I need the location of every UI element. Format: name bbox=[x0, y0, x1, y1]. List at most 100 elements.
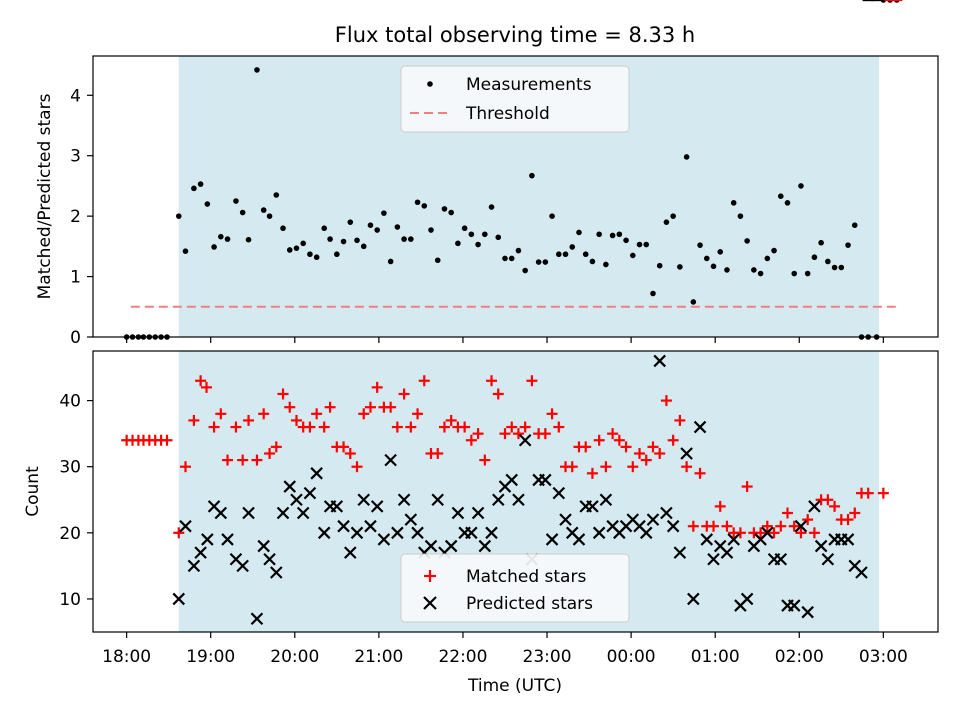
matched-star-point bbox=[290, 414, 302, 426]
y-tick-label: 10 bbox=[59, 590, 81, 610]
matched-star-point bbox=[391, 421, 403, 433]
matched-star-point bbox=[741, 481, 753, 493]
matched-star-point bbox=[654, 447, 666, 459]
matched-star-point bbox=[593, 434, 605, 446]
matched-star-point bbox=[539, 428, 551, 440]
predicted-star-point bbox=[855, 566, 868, 579]
matched-star-point bbox=[338, 441, 350, 453]
y-tick-label: 4 bbox=[70, 86, 81, 106]
predicted-star-point bbox=[491, 493, 505, 507]
measurement-point bbox=[576, 229, 582, 236]
predicted-star-point bbox=[485, 526, 498, 540]
x-tick-label: 23:00 bbox=[523, 647, 572, 667]
measurement-point bbox=[461, 225, 468, 232]
count-points bbox=[121, 0, 903, 626]
predicted-star-point bbox=[761, 526, 774, 540]
measurement-point bbox=[744, 238, 750, 244]
predicted-star-point bbox=[391, 526, 404, 540]
matched-star-point bbox=[237, 454, 249, 466]
x-tick-label: 21:00 bbox=[354, 647, 403, 667]
matched-star-point bbox=[371, 381, 383, 393]
measurement-point bbox=[603, 261, 609, 268]
measurement-point bbox=[764, 255, 771, 262]
predicted-star-point bbox=[276, 506, 290, 520]
measurement-point bbox=[245, 236, 252, 243]
measurement-point bbox=[831, 264, 838, 271]
y-tick-label: 2 bbox=[70, 207, 81, 227]
predicted-star-point bbox=[841, 533, 855, 546]
count-panel-frame bbox=[92, 350, 939, 633]
predicted-star-point bbox=[693, 420, 707, 434]
predicted-star-point bbox=[821, 552, 835, 566]
predicted-star-point bbox=[680, 447, 693, 460]
predicted-star-point bbox=[330, 500, 344, 513]
ratio-panel-frame bbox=[92, 55, 939, 338]
measurement-point bbox=[313, 254, 320, 261]
measurement-point bbox=[643, 241, 650, 248]
matched-star-point bbox=[304, 421, 316, 433]
predicted-star-point bbox=[431, 493, 445, 507]
predicted-star-point bbox=[310, 467, 323, 480]
matched-star-point bbox=[385, 401, 397, 413]
predicted-star-point bbox=[283, 480, 297, 493]
ratio-x-ticks bbox=[126, 337, 884, 343]
matched-star-point bbox=[553, 421, 565, 433]
legend-threshold-label: Threshold bbox=[465, 104, 550, 124]
matched-star-point bbox=[208, 421, 220, 433]
measurement-point bbox=[804, 270, 811, 277]
measurement-point bbox=[266, 213, 273, 219]
matched-star-point bbox=[687, 520, 699, 532]
measurement-point bbox=[293, 245, 300, 251]
predicted-star-point bbox=[290, 493, 303, 507]
matched-star-point bbox=[708, 520, 720, 532]
measurement-point bbox=[374, 227, 380, 233]
predicted-star-point bbox=[539, 473, 552, 487]
matched-star-point bbox=[222, 454, 234, 466]
matched-star-point bbox=[195, 375, 207, 387]
measurement-point bbox=[609, 232, 616, 239]
matched-star-point bbox=[258, 408, 270, 420]
measurement-point bbox=[211, 244, 217, 250]
matched-star-point bbox=[755, 527, 767, 539]
measurement-point bbox=[387, 258, 394, 265]
count-legend-box bbox=[400, 553, 630, 623]
matched-star-point bbox=[318, 421, 330, 433]
predicted-star-point bbox=[653, 354, 666, 368]
matched-star-point bbox=[647, 441, 659, 453]
measurement-point bbox=[629, 252, 636, 259]
y-tick-label: 40 bbox=[59, 392, 81, 412]
measurement-point bbox=[488, 204, 495, 210]
matched-star-point bbox=[822, 494, 834, 506]
matched-star-point bbox=[829, 500, 841, 512]
matched-star-point bbox=[849, 507, 861, 519]
measurement-point bbox=[273, 192, 280, 198]
predicted-star-point bbox=[296, 506, 310, 520]
measurement-point bbox=[254, 67, 260, 73]
measurement-point bbox=[394, 224, 401, 230]
predicted-star-point bbox=[194, 546, 207, 559]
predicted-star-point bbox=[518, 433, 532, 447]
measurement-point bbox=[239, 209, 246, 216]
count-y-axis-label: Count bbox=[23, 466, 43, 517]
matched-star-point bbox=[640, 454, 652, 466]
predicted-star-point bbox=[370, 500, 384, 513]
measurement-point bbox=[535, 259, 542, 265]
matched-star-point bbox=[667, 434, 679, 446]
measurement-point bbox=[300, 240, 306, 247]
matched-star-point bbox=[566, 461, 578, 473]
matched-star-point bbox=[264, 447, 276, 459]
matched-star-point bbox=[398, 388, 410, 400]
measurement-point bbox=[818, 239, 824, 246]
measurement-point bbox=[354, 237, 360, 244]
ratio-y-axis-label: Matched/Predicted stars bbox=[35, 93, 55, 299]
y-tick-label: 3 bbox=[70, 147, 81, 167]
predicted-star-point bbox=[451, 506, 465, 520]
measurement-point bbox=[401, 236, 407, 242]
predicted-star-point bbox=[552, 486, 566, 500]
predicted-star-point bbox=[250, 612, 264, 626]
measurement-point bbox=[421, 203, 428, 209]
measurement-point bbox=[455, 240, 461, 247]
matched-star-point bbox=[734, 527, 746, 539]
predicted-star-point bbox=[471, 506, 485, 520]
